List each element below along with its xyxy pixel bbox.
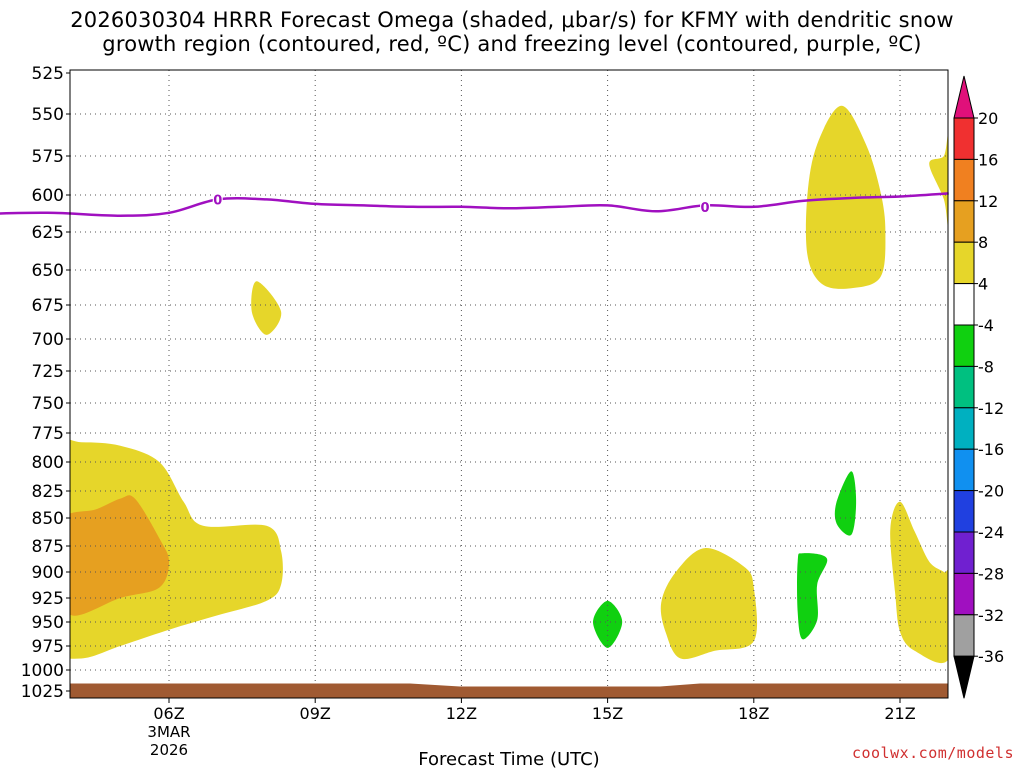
colorbar-segment [953, 158, 975, 202]
y-tick-label: 825 [32, 482, 64, 502]
x-year-label: 2026 [150, 741, 188, 759]
colorbar-bottom-arrow [953, 655, 975, 699]
x-tick-label: 09Z [300, 704, 331, 723]
colorbar-label: -24 [978, 523, 1004, 542]
y-tick-label: 675 [32, 296, 64, 316]
freezing-level-label: 0 [213, 193, 222, 208]
colorbar-top-arrow [953, 75, 975, 119]
y-tick-label: 600 [32, 186, 64, 206]
y-tick-label: 700 [32, 330, 64, 350]
colorbar-label: -4 [978, 316, 994, 335]
colorbar-label: -8 [978, 357, 994, 376]
chart-title: 2026030304 HRRR Forecast Omega (shaded, … [0, 8, 1024, 56]
colorbar-label: -32 [978, 606, 1004, 625]
colorbar-segment [953, 407, 975, 450]
colorbar-segment [953, 531, 975, 574]
chart-title-line2: growth region (contoured, red, ºC) and f… [102, 32, 922, 56]
freezing-level-line [0, 192, 949, 217]
omega-region-9 [834, 471, 857, 536]
colorbar-segment [953, 200, 975, 243]
y-tick-label: 525 [32, 64, 64, 84]
freezing-label-bg [700, 198, 711, 214]
colorbar-label: 8 [978, 233, 988, 252]
colorbar-segment [953, 117, 975, 160]
colorbar-segment [953, 448, 975, 492]
y-tick-label: 925 [32, 589, 64, 609]
y-axis: 525 550 575 600 625 650 675 700 725 750 775 800 825 8… [21, 64, 70, 702]
omega-region-2 [251, 281, 282, 335]
colorbar: 20 16 12 8 4 -4 -8 -12 -16 -20 -24 -28 -32 -36 [953, 75, 1004, 699]
omega-shading [70, 105, 948, 664]
chart-title-line1: 2026030304 HRRR Forecast Omega (shaded, … [70, 8, 954, 32]
y-tick-label: 1025 [21, 682, 64, 702]
y-tick-label: 725 [32, 362, 64, 382]
colorbar-segment [953, 324, 975, 367]
x-tick-label: 12Z [446, 704, 477, 723]
colorbar-label: 16 [978, 150, 998, 169]
omega-region-5 [660, 548, 758, 660]
y-tick-label: 650 [32, 261, 64, 281]
colorbar-label: -16 [978, 440, 1004, 459]
plot-frame [69, 69, 949, 699]
x-tick-label: 21Z [884, 704, 915, 723]
colorbar-segment [953, 283, 975, 326]
y-tick-label: 850 [32, 509, 64, 529]
y-tick-label: 975 [32, 637, 64, 657]
y-tick-label: 800 [32, 453, 64, 473]
colorbar-label: 4 [978, 275, 988, 294]
colorbar-segment [953, 241, 975, 285]
colorbar-label: -20 [978, 482, 1004, 501]
y-tick-label: 950 [32, 613, 64, 633]
x-tick-label: 06Z [153, 704, 184, 723]
x-axis-label: Forecast Time (UTC) [418, 749, 599, 768]
colorbar-segment [953, 614, 975, 657]
y-tick-label: 875 [32, 537, 64, 557]
credit-text: coolwx.com/models [851, 744, 1014, 762]
omega-region-4 [929, 132, 948, 229]
freezing-label-bg [212, 191, 223, 207]
colorbar-label: -36 [978, 647, 1004, 666]
ground-terrain [70, 683, 948, 698]
colorbar-segment [953, 490, 975, 533]
x-tick-label: 18Z [738, 704, 769, 723]
colorbar-label: 12 [978, 192, 998, 211]
colorbar-label: -28 [978, 564, 1004, 583]
omega-region-8 [797, 553, 828, 640]
x-tick-label: 15Z [592, 704, 623, 723]
y-tick-label: 550 [32, 105, 64, 125]
y-tick-label: 575 [32, 147, 64, 167]
colorbar-label: -12 [978, 399, 1004, 418]
omega-region-0 [70, 439, 283, 659]
colorbar-segment [953, 572, 975, 616]
colorbar-segment [953, 365, 975, 409]
y-tick-label: 1000 [21, 661, 64, 681]
omega-region-1 [70, 495, 169, 616]
colorbar-label: 20 [978, 109, 998, 128]
omega-region-7 [593, 600, 623, 648]
x-date-label: 3MAR [147, 723, 190, 741]
omega-region-6 [890, 501, 948, 664]
y-tick-label: 750 [32, 394, 64, 414]
y-tick-label: 900 [32, 563, 64, 583]
ground-layer [70, 683, 948, 698]
y-tick-label: 625 [32, 223, 64, 243]
y-tick-label: 775 [32, 424, 64, 444]
freezing-level-label: 0 [701, 201, 710, 216]
